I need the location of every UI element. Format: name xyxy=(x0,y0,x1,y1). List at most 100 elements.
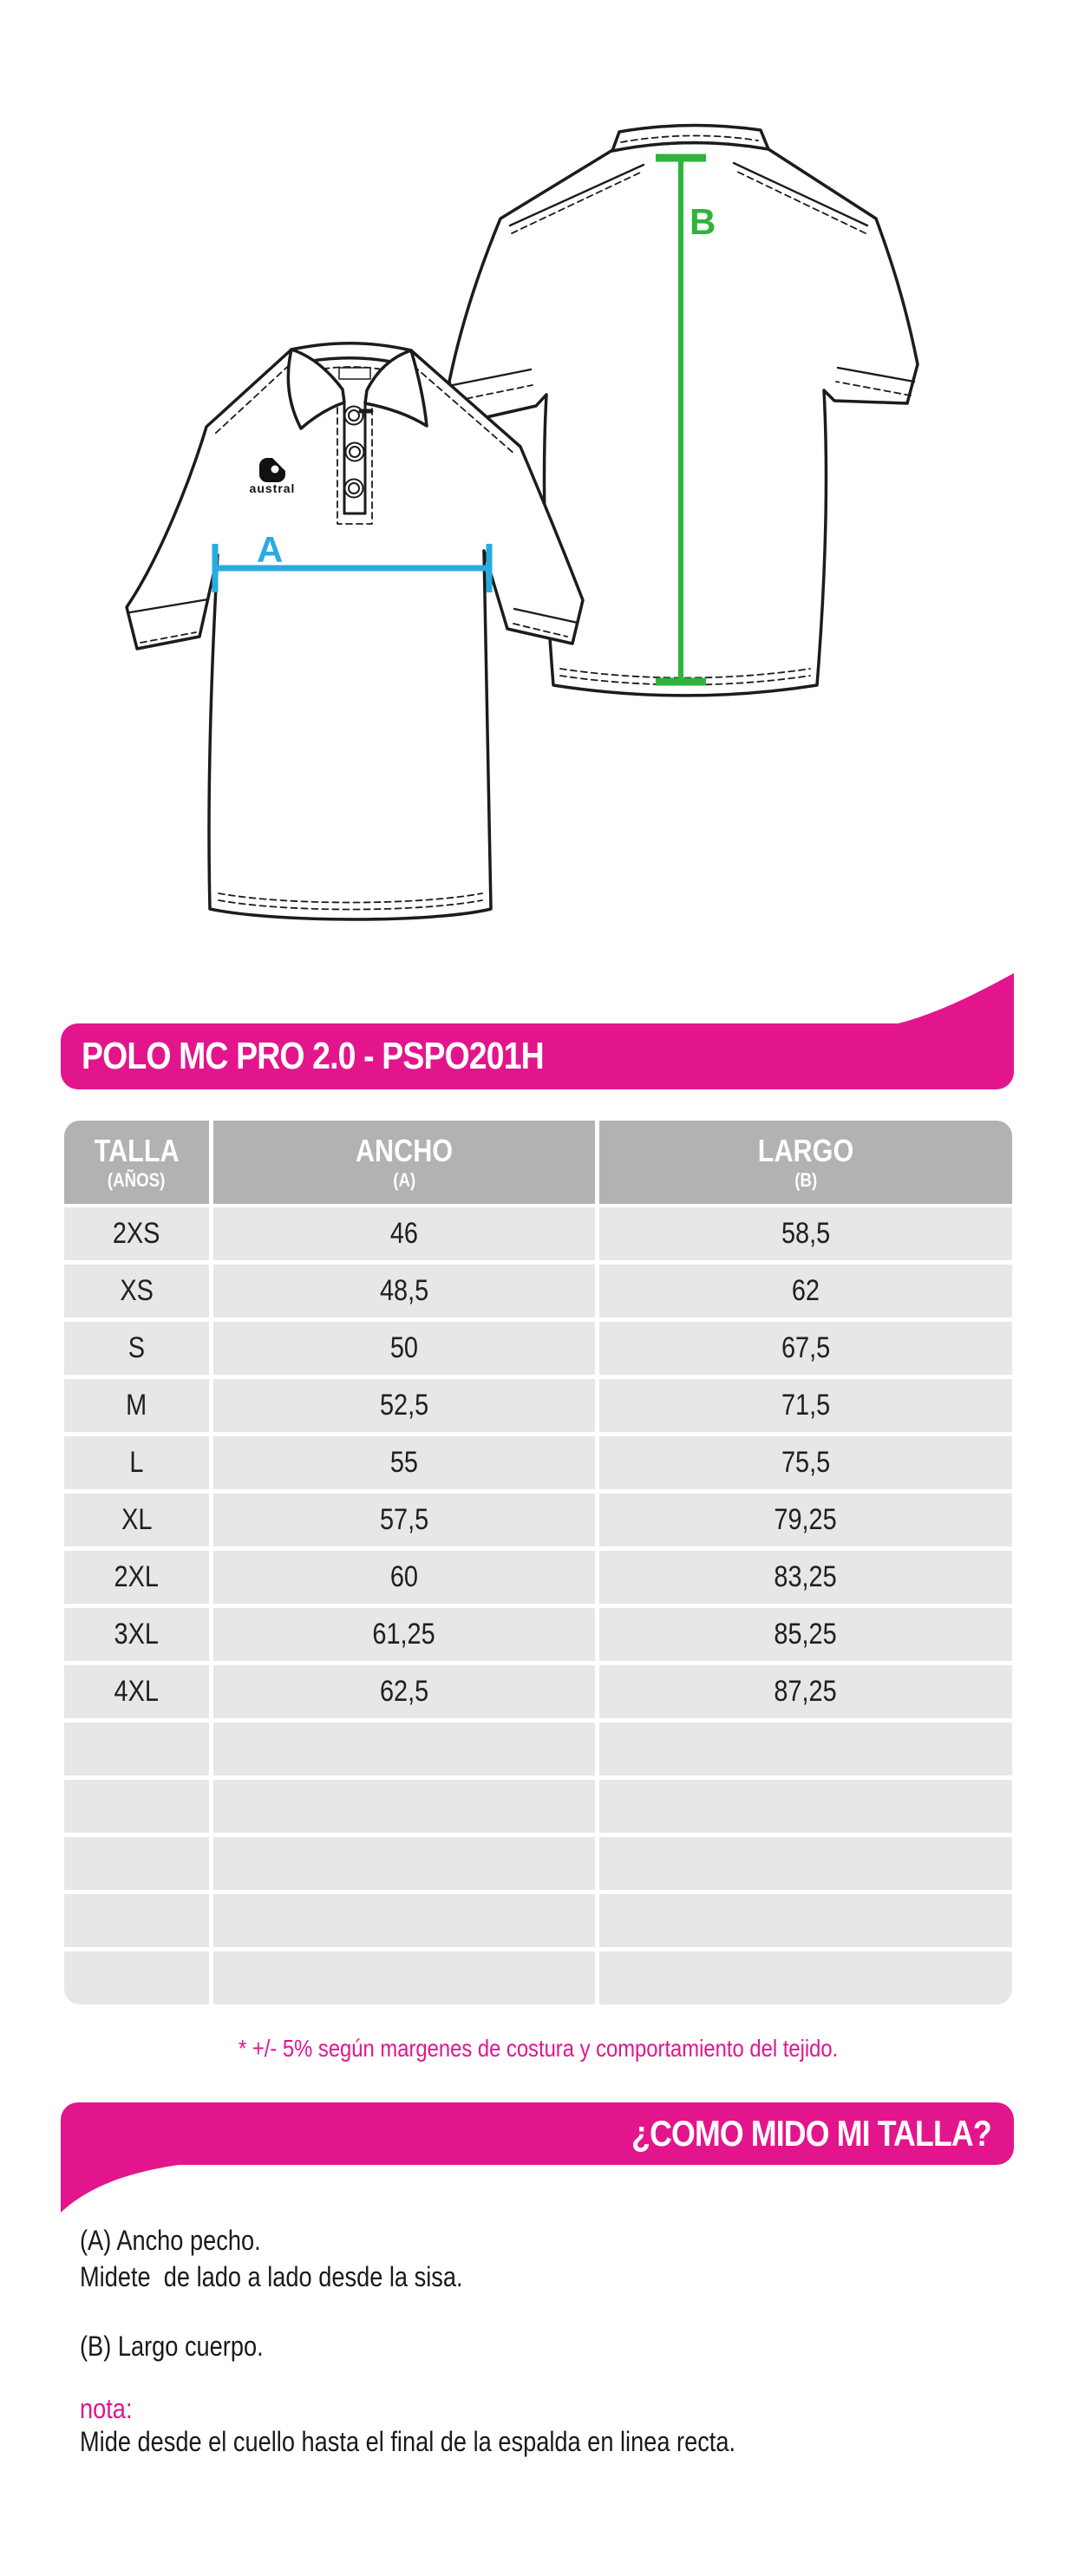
table-row xyxy=(64,1952,1013,2004)
cell-talla: M xyxy=(64,1379,209,1432)
instruction-a-title: (A) Ancho pecho. xyxy=(80,2225,261,2256)
instruction-b-title: (B) Largo cuerpo. xyxy=(80,2331,264,2362)
nota-label: nota: xyxy=(80,2393,133,2424)
cell-ancho: 52,5 xyxy=(213,1379,595,1432)
yoke-stitch-right xyxy=(735,170,866,234)
polo-illustration: B xyxy=(125,123,919,921)
measure-a-label: A xyxy=(257,529,283,570)
sleeve-stitch-left xyxy=(140,631,197,644)
table-row xyxy=(64,1780,1013,1833)
shoulder-stitch-right xyxy=(405,358,516,455)
collar-flap-right xyxy=(363,349,428,428)
cell-largo: 87,25 xyxy=(599,1665,1012,1718)
table-row: XL 57,5 79,25 xyxy=(64,1494,1013,1546)
cell-largo xyxy=(599,1837,1012,1890)
cell-ancho: 60 xyxy=(213,1551,595,1604)
polo-front-drawing xyxy=(125,342,585,921)
cell-talla: XL xyxy=(64,1494,209,1546)
cell-ancho: 57,5 xyxy=(213,1494,595,1546)
header-col-ancho: ANCHO (A) xyxy=(213,1121,595,1204)
cell-talla: XS xyxy=(64,1265,209,1317)
cell-ancho xyxy=(213,1780,595,1833)
cell-largo: 75,5 xyxy=(599,1436,1012,1489)
cell-talla: 2XS xyxy=(64,1207,209,1260)
cell-talla xyxy=(64,1837,209,1890)
table-row: XS 48,5 62 xyxy=(64,1265,1013,1317)
product-title: POLO MC PRO 2.0 - PSPO201H xyxy=(82,1035,545,1077)
yoke-seam-right xyxy=(732,161,869,227)
header-col-largo: LARGO (B) xyxy=(599,1121,1012,1204)
table-row: 2XL 60 83,25 xyxy=(64,1551,1013,1604)
cell-ancho xyxy=(213,1723,595,1775)
polo-front-body xyxy=(125,343,585,921)
sleeve-stitch-right xyxy=(513,623,568,637)
cell-largo: 67,5 xyxy=(599,1322,1012,1375)
nota-desc: Mide desde el cuello hasta el final de l… xyxy=(80,2426,736,2457)
cell-talla: 2XL xyxy=(64,1551,209,1604)
measure-a: A xyxy=(212,529,493,592)
table-row: 3XL 61,25 85,25 xyxy=(64,1608,1013,1661)
hem-stitch-front-2 xyxy=(218,899,483,911)
cell-largo: 58,5 xyxy=(599,1207,1012,1260)
cuff-band-left xyxy=(451,368,533,387)
brand-logo: austral xyxy=(250,458,294,495)
cell-largo: 79,25 xyxy=(599,1494,1012,1546)
cell-largo: 62 xyxy=(599,1265,1012,1317)
size-table-body: 2XS 46 58,5 XS 48,5 62 S 50 67,5 M 52,5 … xyxy=(64,1207,1013,2009)
collar-flap-left xyxy=(286,348,346,430)
measure-b: B xyxy=(656,154,716,686)
cell-largo xyxy=(599,1723,1012,1775)
table-row xyxy=(64,1723,1013,1775)
instruction-b: (B) Largo cuerpo. xyxy=(80,2328,296,2364)
yoke-seam-left xyxy=(508,163,645,227)
yoke-stitch-left xyxy=(511,171,643,234)
table-row: 2XS 46 58,5 xyxy=(64,1207,1013,1260)
cuff-stitch-left xyxy=(455,384,533,402)
cell-talla xyxy=(64,1723,209,1775)
cuff-band-front-left xyxy=(128,598,210,614)
cell-talla xyxy=(64,1894,209,1947)
cell-ancho: 50 xyxy=(213,1322,595,1375)
cuff-stitch-right xyxy=(835,381,912,396)
cell-talla: 4XL xyxy=(64,1665,209,1718)
cell-largo xyxy=(599,1780,1012,1833)
cell-ancho xyxy=(213,1894,595,1947)
instruction-a: (A) Ancho pecho. Midete de lado a lado d… xyxy=(80,2222,530,2295)
cell-largo xyxy=(599,1894,1012,1947)
table-row: L 55 75,5 xyxy=(64,1436,1013,1489)
how-to-measure-title: ¿COMO MIDO MI TALLA? xyxy=(631,2113,991,2154)
table-row: M 52,5 71,5 xyxy=(64,1379,1013,1432)
measure-b-label: B xyxy=(690,201,716,242)
shoulder-stitch-left xyxy=(214,357,297,435)
cell-talla: 3XL xyxy=(64,1608,209,1661)
polo-back-collar xyxy=(611,123,770,153)
table-row xyxy=(64,1894,1013,1947)
collar-stitch xyxy=(620,134,759,143)
como-bar-swoosh xyxy=(61,2164,184,2213)
instruction-a-desc: Midete de lado a lado desde la sisa. xyxy=(80,2261,463,2292)
cell-ancho: 55 xyxy=(213,1436,595,1489)
cell-talla xyxy=(64,1780,209,1833)
cuff-band-right xyxy=(836,366,916,383)
table-row: 4XL 62,5 87,25 xyxy=(64,1665,1013,1718)
placket-stitch xyxy=(337,407,373,525)
table-row: S 50 67,5 xyxy=(64,1322,1013,1375)
cell-ancho xyxy=(213,1952,595,2004)
size-table-header: TALLA (AÑOS) ANCHO (A) LARGO (B) xyxy=(64,1121,1013,1204)
cell-ancho: 62,5 xyxy=(213,1665,595,1718)
title-bar: POLO MC PRO 2.0 - PSPO201H xyxy=(61,1023,1014,1089)
table-row xyxy=(64,1837,1013,1890)
cell-largo: 83,25 xyxy=(599,1551,1012,1604)
collar-size-tab xyxy=(338,367,371,380)
cell-largo xyxy=(599,1952,1012,2004)
cell-ancho xyxy=(213,1837,595,1890)
title-bar-swoosh xyxy=(895,973,1014,1024)
tolerance-footnote: * +/- 5% según margenes de costura y com… xyxy=(239,2035,839,2062)
cell-largo: 71,5 xyxy=(599,1379,1012,1432)
cell-ancho: 61,25 xyxy=(213,1608,595,1661)
cuff-band-front-right xyxy=(513,607,579,624)
cell-largo: 85,25 xyxy=(599,1608,1012,1661)
cell-ancho: 46 xyxy=(213,1207,595,1260)
cell-talla xyxy=(64,1952,209,2004)
